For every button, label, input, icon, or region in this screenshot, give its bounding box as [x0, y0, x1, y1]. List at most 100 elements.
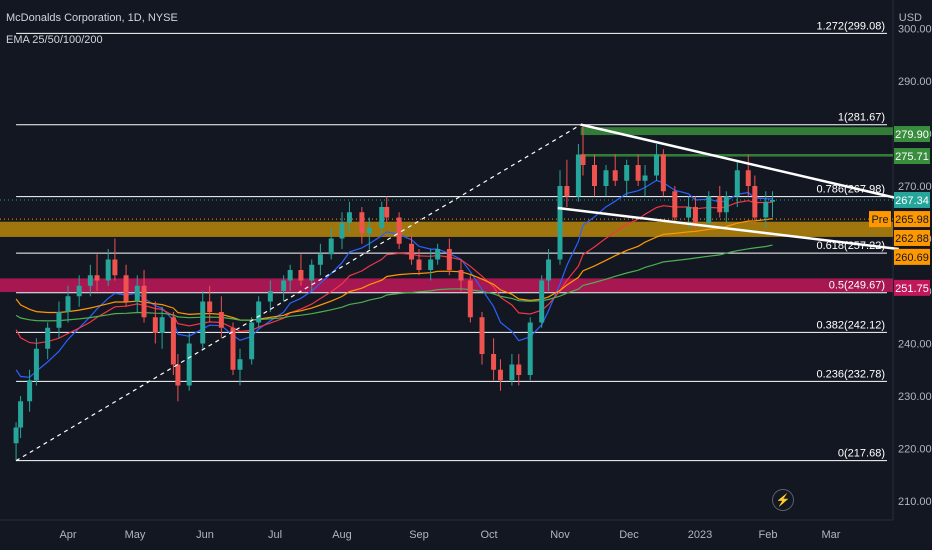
candle-body[interactable] — [770, 199, 775, 202]
candle-body[interactable] — [653, 154, 659, 176]
candle-body[interactable] — [134, 285, 140, 302]
price-tag-label: 275.71 — [895, 151, 929, 163]
candle-body[interactable] — [467, 280, 473, 318]
candle-body[interactable] — [557, 186, 563, 260]
lightning-icon[interactable]: ⚡ — [772, 489, 794, 511]
candle-body[interactable] — [686, 207, 692, 218]
upper-trendline[interactable] — [580, 123, 900, 200]
candle-body[interactable] — [287, 270, 293, 281]
candle-body[interactable] — [87, 275, 93, 286]
candle-body[interactable] — [317, 254, 323, 265]
candle-body[interactable] — [112, 259, 118, 276]
candle-body[interactable] — [76, 285, 82, 297]
y-tick-label: 270.00 — [898, 181, 932, 193]
candle-body[interactable] — [256, 301, 262, 323]
fib-level-label: 0.382(242.12) — [817, 319, 886, 331]
candle-body[interactable] — [328, 238, 334, 255]
candle-body[interactable] — [123, 275, 129, 302]
candle-body[interactable] — [458, 270, 464, 281]
candle-body[interactable] — [105, 259, 111, 281]
candle-body[interactable] — [745, 170, 751, 186]
candle-body[interactable] — [186, 343, 192, 386]
candle-body[interactable] — [603, 170, 609, 186]
candle-body[interactable] — [141, 285, 147, 318]
price-tag-box — [869, 211, 891, 228]
candle-body[interactable] — [592, 165, 597, 186]
candle-body[interactable] — [497, 369, 503, 381]
candle-body[interactable] — [409, 243, 415, 260]
candle-body[interactable] — [56, 312, 62, 328]
candle-body[interactable] — [717, 196, 723, 213]
candle-body[interactable] — [65, 296, 71, 312]
candle-body[interactable] — [281, 280, 287, 292]
candle-body[interactable] — [612, 170, 618, 181]
candle-body[interactable] — [237, 359, 243, 370]
candle-body[interactable] — [752, 186, 758, 218]
x-tick-label: Dec — [619, 529, 639, 541]
y-tick-label: 210.00 — [898, 496, 932, 508]
candle-body[interactable] — [207, 301, 213, 313]
candle-body[interactable] — [435, 249, 441, 260]
candle-body[interactable] — [672, 191, 678, 218]
x-tick-label: Sep — [409, 529, 429, 541]
candle-body[interactable] — [416, 259, 422, 271]
candle-body[interactable] — [13, 427, 19, 444]
candle-body[interactable] — [396, 217, 402, 244]
fib-level-label: 0.618(257.22) — [817, 240, 886, 252]
fib-anchor-dashed[interactable] — [15, 124, 582, 462]
candle-body[interactable] — [218, 312, 224, 328]
candle-body[interactable] — [539, 280, 545, 323]
price-tag-label: 267.34 — [895, 195, 929, 207]
candle-body[interactable] — [660, 154, 666, 192]
candle-body[interactable] — [339, 222, 345, 239]
candle-body[interactable] — [479, 317, 485, 354]
candle-body[interactable] — [692, 207, 698, 223]
y-tick-label: 300.00 — [898, 24, 932, 36]
candle-body[interactable] — [346, 212, 352, 223]
candle-body[interactable] — [763, 201, 769, 218]
candle-body[interactable] — [45, 327, 51, 349]
candle-body[interactable] — [509, 364, 515, 381]
candle-body[interactable] — [33, 348, 39, 381]
candle-body[interactable] — [624, 165, 630, 181]
candle-body[interactable] — [642, 175, 648, 181]
candle-body[interactable] — [527, 322, 533, 376]
candle-body[interactable] — [18, 401, 24, 428]
candle-body[interactable] — [94, 275, 100, 281]
candle-body[interactable] — [384, 207, 390, 218]
candle-body[interactable] — [546, 259, 552, 281]
price-tag: 251.75 — [894, 279, 930, 296]
candle-body[interactable] — [359, 212, 365, 234]
candle-body[interactable] — [159, 317, 165, 333]
candle-body[interactable] — [152, 317, 158, 333]
candle-body[interactable] — [379, 207, 385, 228]
candle-body[interactable] — [635, 165, 641, 181]
price-tag: 267.34 — [894, 191, 930, 208]
candle-body[interactable] — [309, 264, 315, 281]
candle-body[interactable] — [27, 380, 33, 402]
candle-body[interactable] — [170, 317, 176, 365]
candle-body[interactable] — [706, 196, 712, 223]
candle-body[interactable] — [580, 154, 586, 166]
candle-body[interactable] — [366, 228, 372, 234]
candle-body[interactable] — [516, 364, 522, 376]
fib-level-label: 0.236(232.78) — [817, 368, 886, 380]
candle-body[interactable] — [491, 354, 497, 370]
candle-body[interactable] — [230, 327, 236, 370]
indicator-legend: EMA 25/50/100/200 — [6, 34, 103, 46]
candle-body[interactable] — [200, 301, 206, 344]
candle-body[interactable] — [734, 170, 740, 197]
candle-body[interactable] — [175, 364, 181, 386]
candle-body[interactable] — [428, 259, 434, 271]
candle-body[interactable] — [298, 270, 304, 281]
red-zone — [0, 278, 893, 293]
candle-body[interactable] — [446, 249, 452, 270]
candle-body[interactable] — [723, 196, 729, 213]
fib-level-label: 1(281.67) — [838, 112, 885, 124]
lower-trendline[interactable] — [557, 206, 899, 251]
candle-body[interactable] — [575, 154, 581, 197]
candle-body[interactable] — [249, 322, 255, 360]
candle-body[interactable] — [564, 186, 570, 197]
candle-body[interactable] — [267, 291, 273, 302]
